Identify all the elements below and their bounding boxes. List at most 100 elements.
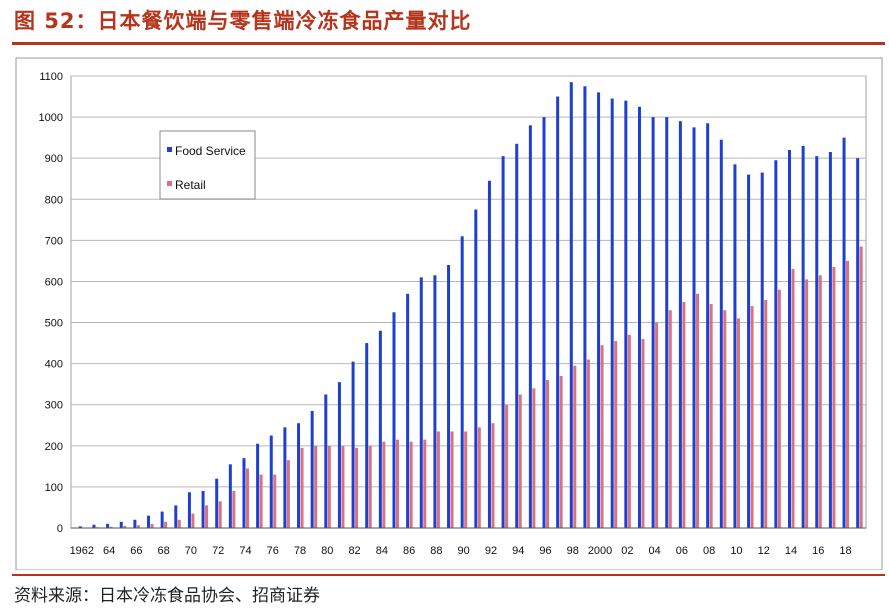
bar-retail-2016 [818,275,822,528]
bar-food-service-2010 [733,164,737,528]
x-tick-label: 78 [294,545,306,557]
bar-retail-1985 [395,439,399,528]
x-tick-label: 08 [703,545,715,557]
bar-food-service-1986 [406,293,410,528]
title-divider [12,42,885,45]
bar-food-service-1967 [147,515,151,528]
x-tick-label: 92 [485,545,497,557]
x-tick-label: 64 [103,545,115,557]
bar-retail-1992 [491,423,495,528]
bar-retail-1972 [218,501,222,528]
bar-retail-1979 [314,445,318,528]
bar-food-service-1987 [419,277,423,528]
bar-retail-2011 [750,306,754,528]
bar-food-service-2015 [801,145,805,528]
bar-retail-1987 [423,439,427,528]
bar-food-service-1985 [392,312,396,528]
x-tick-label: 72 [212,545,224,557]
bar-retail-1984 [382,441,386,528]
bar-food-service-1995 [528,125,532,529]
x-tick-label: 90 [458,545,470,557]
bar-food-service-1999 [583,86,587,528]
bar-food-service-1988 [433,275,437,528]
legend-marker-retail [167,181,172,186]
x-tick-label: 88 [430,545,442,557]
bar-food-service-2018 [842,137,846,529]
bar-food-service-2016 [815,156,819,529]
bar-retail-2000 [600,345,604,528]
bar-food-service-1969 [174,505,178,528]
x-tick-label: 76 [267,545,279,557]
bar-retail-2005 [668,310,672,528]
bar-retail-1986 [409,441,413,528]
bar-retail-1966 [136,525,140,528]
y-tick-label: 200 [45,441,63,453]
bar-retail-1997 [559,375,563,528]
bar-retail-2006 [682,302,686,528]
x-tick-label: 98 [567,545,579,557]
bar-food-service-1991 [474,209,478,528]
bar-retail-1996 [546,380,550,528]
bar-food-service-1997 [556,96,560,528]
bar-retail-1969 [177,519,181,528]
legend-label-food-service: Food Service [175,144,246,158]
bar-retail-2008 [709,304,713,528]
bar-food-service-2000 [597,92,601,528]
bar-retail-2015 [805,279,809,528]
y-tick-label: 700 [45,235,63,247]
x-tick-label: 16 [812,545,824,557]
bar-retail-1981 [341,445,345,528]
bar-food-service-1978 [297,423,301,528]
x-tick-label: 14 [785,545,797,557]
bar-retail-1970 [191,513,195,528]
bar-food-service-2003 [637,106,641,529]
bar-retail-2014 [791,269,795,528]
bar-food-service-2008 [706,123,710,528]
bar-retail-2001 [614,341,618,528]
x-tick-label: 1962 [70,545,94,557]
bar-retail-2012 [764,299,768,528]
y-tick-label: 500 [45,318,63,330]
x-tick-label: 04 [648,545,660,557]
bar-retail-1998 [573,365,577,528]
bar-food-service-2009 [719,139,723,528]
bar-food-service-1976 [269,435,273,528]
bar-retail-1989 [450,431,454,528]
bar-food-service-1981 [337,382,341,528]
x-tick-label: 12 [758,545,770,557]
bar-retail-1967 [150,523,154,528]
bar-retail-1990 [464,431,468,528]
source-note: 资料来源：日本冷冻食品协会、招商证券 [14,586,320,606]
bar-retail-1983 [368,445,372,528]
bar-food-service-1979 [310,410,314,528]
x-tick-label: 2000 [588,545,612,557]
bar-food-service-2007 [692,127,696,528]
x-tick-label: 10 [730,545,742,557]
bar-food-service-1982 [351,361,355,528]
y-tick-label: 800 [45,194,63,206]
legend: Food Service Retail [159,130,256,200]
x-tick-label: 80 [321,545,333,557]
bar-food-service-1975 [256,443,260,528]
x-tick-label: 82 [348,545,360,557]
bar-food-service-1974 [242,458,246,528]
bar-retail-1964 [109,526,113,528]
bar-retail-2010 [736,318,740,528]
bar-food-service-1994 [515,143,519,529]
bar-retail-2003 [641,338,645,528]
bar-retail-1965 [123,525,127,528]
bar-retail-1982 [355,447,359,528]
bar-food-service-1962 [78,526,82,528]
y-tick-label: 900 [45,153,63,165]
bar-retail-2002 [627,334,631,528]
bars [78,82,863,529]
bar-food-service-2001 [610,98,614,528]
bar-food-service-1980 [324,394,328,528]
y-axis-ticks: 0 100 200 300 400 500 600 700 800 900 1000 1100 [39,71,63,535]
bar-retail-1999 [586,359,590,528]
bar-food-service-2017 [828,152,832,528]
bar-retail-2007 [696,293,700,528]
bar-retail-1995 [532,388,536,528]
bar-retail-1978 [300,447,304,528]
bar-food-service-2005 [665,117,669,528]
